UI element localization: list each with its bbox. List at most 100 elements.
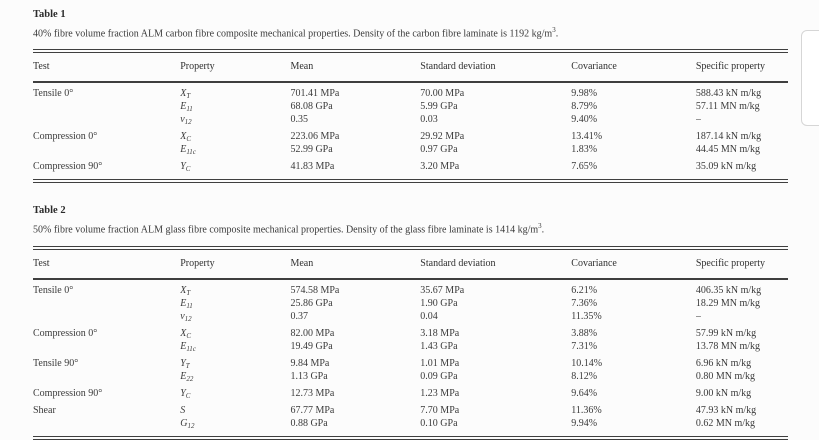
- cell-mean: 67.77 MPa: [290, 404, 335, 416]
- table-row: ν12 0.35 0.03 9.40% –: [33, 113, 788, 126]
- column-header-property: Property: [180, 247, 291, 280]
- cell-specific-property: 57.11 MN m/kg: [695, 101, 760, 113]
- cell-standard-deviation: 5.99 GPa: [420, 101, 458, 113]
- table-row: E11c 19.49 GPa 1.43 GPa 7.31% 13.78 MN m…: [33, 340, 788, 353]
- cell-specific-property: 6.96 kN m/kg: [695, 357, 752, 369]
- cell-mean: 19.49 GPa: [290, 340, 333, 352]
- table1-caption-superscript: 3: [552, 26, 556, 34]
- cell-standard-deviation: 0.09 GPa: [420, 370, 458, 382]
- cell-mean: 574.58 MPa: [290, 284, 340, 296]
- table-row: E22 1.13 GPa 0.09 GPa 8.12% 0.80 MN m/kg: [33, 370, 788, 383]
- table-row: Tensile 0° XT 574.58 MPa 35.67 MPa 6.21%…: [33, 279, 788, 297]
- table2-group-shear: Shear S 67.77 MPa 7.70 MPa 11.36% 47.93 …: [33, 400, 788, 438]
- table2-caption-period: .: [541, 224, 545, 236]
- cell-covariance: 10.14%: [571, 357, 603, 369]
- cell-test: Tensile 90°: [33, 357, 79, 369]
- column-header-test: Test: [33, 51, 181, 84]
- table-row: G12 0.88 GPa 0.10 GPa 9.94% 0.62 MN m/kg: [33, 417, 788, 438]
- cell-specific-property: 9.00 kN m/kg: [695, 387, 752, 399]
- property-main: Y: [180, 387, 186, 399]
- table1: Test Property Mean Standard deviation Co…: [33, 49, 788, 184]
- cell-test: [33, 310, 180, 323]
- cell-specific-property: 44.45 MN m/kg: [695, 144, 761, 156]
- table1-group-tensile-0: Tensile 0° XT 701.41 MPa 70.00 MPa 9.98%…: [33, 82, 788, 126]
- cell-specific-property: 18.29 MN m/kg: [695, 297, 761, 309]
- cell-mean: 52.99 GPa: [290, 144, 333, 156]
- cell-specific-property: 57.99 kN m/kg: [695, 327, 757, 339]
- cell-mean: 9.84 MPa: [290, 357, 330, 369]
- cell-mean: 0.88 GPa: [290, 417, 328, 429]
- cell-mean: 41.83 MPa: [290, 161, 335, 173]
- cell-covariance: 6.21%: [571, 284, 598, 296]
- cell-covariance: 9.64%: [571, 387, 598, 399]
- cell-standard-deviation: 1.90 GPa: [420, 297, 458, 309]
- property-subscript: 22: [186, 374, 194, 383]
- property-subscript: C: [186, 135, 191, 144]
- cell-property: E11c: [180, 143, 290, 156]
- property-subscript: 11c: [186, 148, 196, 157]
- cell-covariance: 9.94%: [571, 417, 598, 429]
- cell-covariance: 7.36%: [571, 297, 598, 309]
- table-row: ν12 0.37 0.04 11.35% –: [33, 310, 788, 323]
- table1-caption: 40% fibre volume fraction ALM carbon fib…: [33, 24, 788, 40]
- cell-standard-deviation: 0.97 GPa: [420, 144, 458, 156]
- column-header-standard-deviation: Standard deviation: [420, 247, 572, 280]
- cell-standard-deviation: 3.20 MPa: [420, 161, 460, 173]
- right-panel-edge: [801, 30, 819, 126]
- cell-standard-deviation: 1.43 GPa: [420, 340, 458, 352]
- cell-standard-deviation: 1.01 MPa: [420, 357, 460, 369]
- table1-caption-text: 40% fibre volume fraction ALM carbon fib…: [33, 28, 553, 40]
- table1-section: Table 1 40% fibre volume fraction ALM ca…: [33, 8, 788, 184]
- table2-header-row: Test Property Mean Standard deviation Co…: [33, 247, 788, 280]
- table-row: Tensile 90° YT 9.84 MPa 1.01 MPa 10.14% …: [33, 353, 788, 370]
- table-row: E11 25.86 GPa 1.90 GPa 7.36% 18.29 MN m/…: [33, 297, 788, 310]
- table2-title: Table 2: [33, 205, 66, 217]
- cell-mean: 0.35: [290, 114, 308, 126]
- paper-page: Table 1 40% fibre volume fraction ALM ca…: [33, 8, 788, 440]
- cell-test: Tensile 0°: [33, 88, 74, 100]
- property-subscript: 11: [186, 105, 193, 114]
- cell-test: Shear: [33, 404, 56, 416]
- cell-property: E11: [180, 297, 290, 310]
- property-main: ν: [180, 114, 185, 126]
- table-row: Compression 0° XC 223.06 MPa 29.92 MPa 1…: [33, 126, 788, 143]
- cell-covariance: 8.79%: [571, 101, 598, 113]
- cell-property: XT: [180, 82, 290, 100]
- cell-mean: 12.73 MPa: [290, 387, 335, 399]
- property-subscript: 11: [186, 301, 193, 310]
- property-subscript: 11c: [186, 344, 196, 353]
- cell-specific-property: 13.78 MN m/kg: [695, 340, 761, 352]
- table-row: Shear S 67.77 MPa 7.70 MPa 11.36% 47.93 …: [33, 400, 788, 417]
- property-subscript: T: [185, 361, 190, 370]
- cell-property: YC: [180, 156, 290, 181]
- property-main: S: [180, 404, 186, 416]
- cell-standard-deviation: 0.10 GPa: [420, 417, 458, 429]
- cell-covariance: 7.65%: [571, 161, 598, 173]
- cell-covariance: 9.98%: [571, 88, 598, 100]
- property-subscript: 12: [184, 314, 192, 323]
- cell-property: E22: [180, 370, 290, 383]
- cell-standard-deviation: 35.67 MPa: [420, 284, 465, 296]
- cell-covariance: 11.36%: [571, 404, 602, 416]
- cell-test: Compression 90°: [33, 161, 103, 173]
- table2: Test Property Mean Standard deviation Co…: [33, 245, 788, 440]
- table2-caption-superscript: 3: [538, 222, 542, 231]
- cell-property: G12: [180, 417, 290, 438]
- property-subscript: C: [185, 165, 191, 174]
- cell-property: ν12: [180, 310, 290, 323]
- cell-property: YT: [180, 353, 290, 370]
- property-main: G: [180, 417, 188, 429]
- cell-test: [33, 113, 180, 126]
- cell-standard-deviation: 3.18 MPa: [420, 327, 460, 339]
- property-main: Y: [180, 357, 186, 369]
- cell-mean: 1.13 GPa: [290, 370, 328, 382]
- table1-group-compression-90: Compression 90° YC 41.83 MPa 3.20 MPa 7.…: [33, 156, 788, 181]
- cell-test: [33, 143, 180, 156]
- column-header-covariance: Covariance: [571, 51, 696, 84]
- table-row: Compression 90° YC 12.73 MPa 1.23 MPa 9.…: [33, 383, 788, 400]
- cell-covariance: 1.83%: [571, 144, 598, 156]
- cell-property: XC: [180, 323, 290, 340]
- table-row: E11c 52.99 GPa 0.97 GPa 1.83% 44.45 MN m…: [33, 143, 788, 156]
- cell-mean: 223.06 MPa: [290, 131, 340, 143]
- cell-test: Tensile 0°: [33, 284, 74, 296]
